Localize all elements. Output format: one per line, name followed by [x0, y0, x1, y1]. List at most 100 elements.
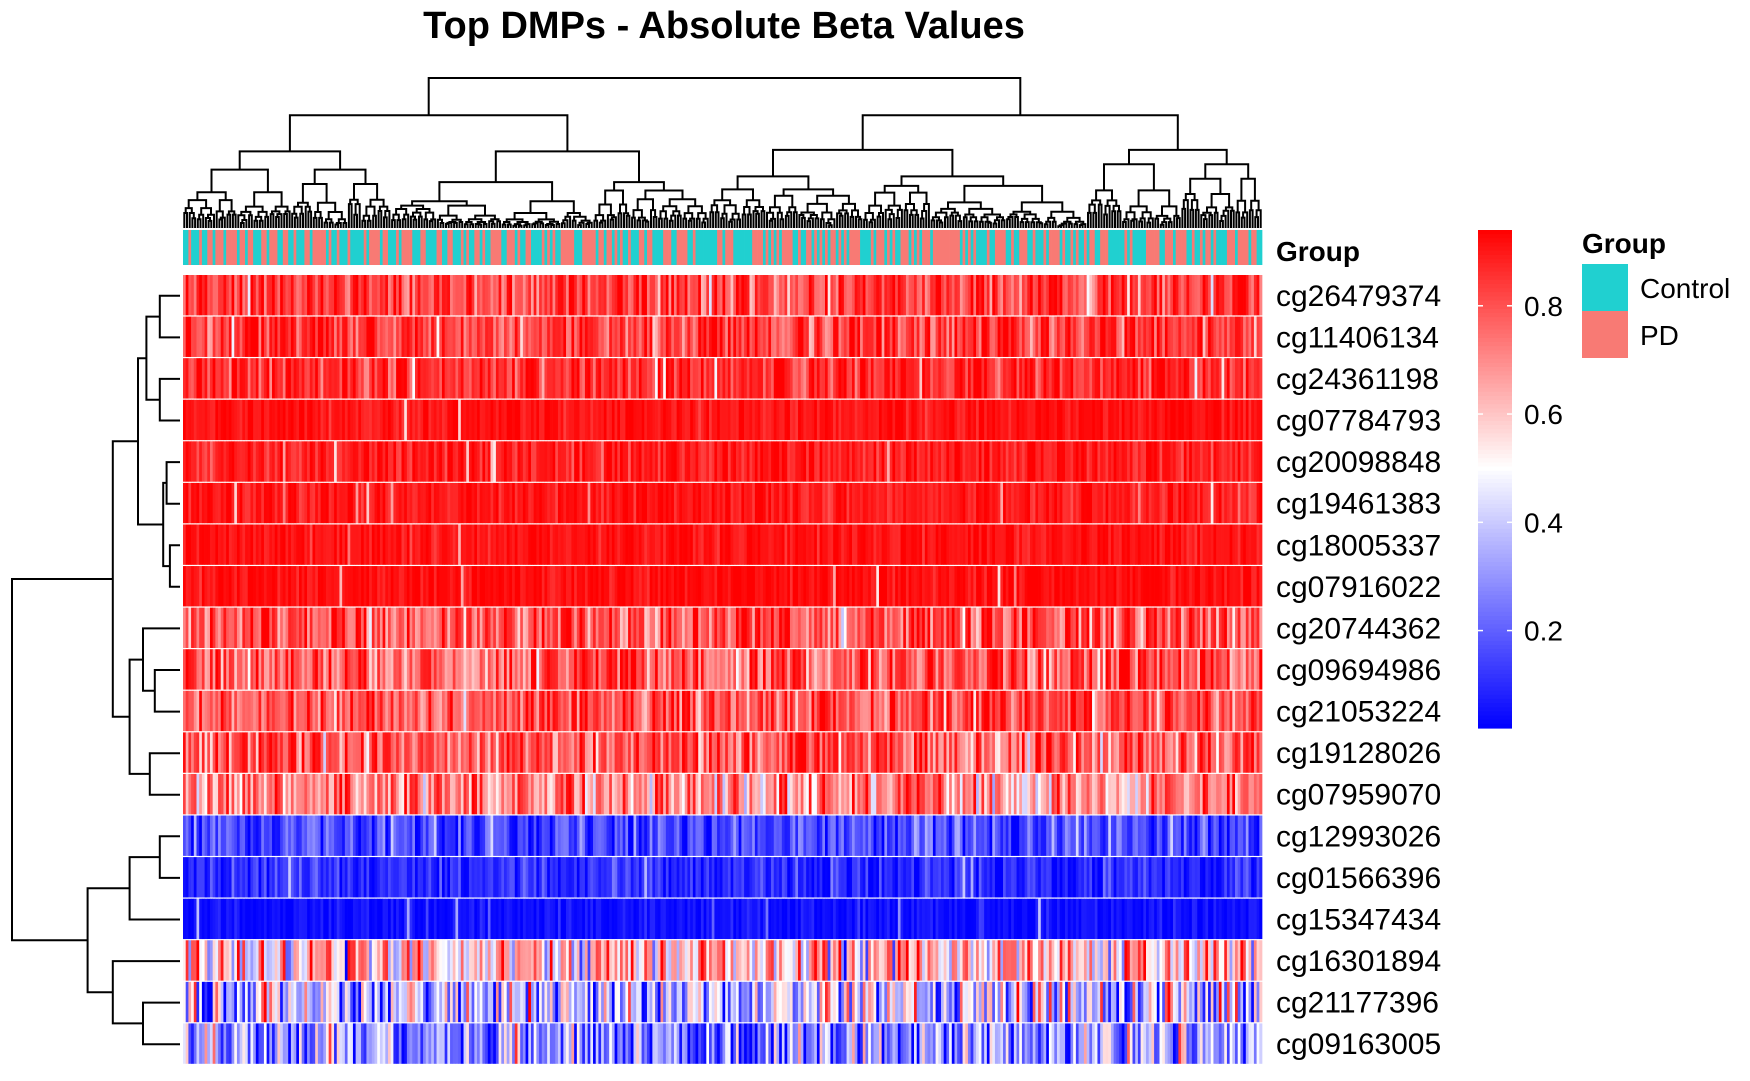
heatmap-cell: [514, 690, 518, 732]
annotation-cell-control: [660, 230, 664, 265]
heatmap-cell: [444, 649, 448, 690]
heatmap-cell: [868, 566, 872, 607]
heatmap-cell: [193, 482, 197, 524]
heatmap-cell: [366, 275, 370, 316]
annotation-cell-control: [479, 230, 483, 265]
heatmap-cell: [959, 316, 963, 357]
heatmap-cell: [258, 566, 262, 607]
heatmap-cell: [919, 566, 923, 607]
column-dendrogram-branch: [931, 216, 940, 221]
heatmap-cell: [1094, 275, 1098, 316]
heatmap-cell: [1081, 482, 1085, 524]
heatmap-cell: [1259, 358, 1263, 399]
heatmap-cell: [1248, 275, 1252, 316]
heatmap-cell: [757, 399, 761, 441]
heatmap-cell: [1248, 482, 1252, 524]
heatmap-cell: [781, 524, 785, 565]
heatmap-cell: [959, 482, 963, 524]
column-dendrogram-branch: [439, 222, 445, 228]
heatmap-cell: [657, 358, 661, 399]
heatmap-cell: [919, 482, 923, 524]
heatmap-cell: [1202, 649, 1206, 690]
heatmap-cell: [1135, 441, 1139, 482]
heatmap-cell: [1124, 649, 1128, 690]
heatmap-cell: [687, 316, 691, 357]
heatmap-cell: [692, 358, 696, 399]
heatmap-cell: [520, 607, 524, 649]
heatmap-cell: [630, 649, 634, 690]
heatmap-cell: [636, 358, 640, 399]
heatmap-cell: [652, 482, 656, 524]
heatmap-cell: [525, 275, 529, 316]
heatmap-cell: [1178, 399, 1182, 441]
heatmap-cell: [522, 316, 526, 357]
heatmap-cell: [1119, 275, 1123, 316]
heatmap-cell: [1032, 316, 1036, 357]
heatmap-cell: [390, 524, 394, 565]
heatmap-cell: [1021, 649, 1025, 690]
heatmap-cell: [622, 358, 626, 399]
heatmap-cell: [1232, 524, 1236, 565]
heatmap-cell: [781, 441, 785, 482]
heatmap-cell: [1054, 358, 1058, 399]
heatmap-cell: [673, 399, 677, 441]
heatmap-cell: [301, 441, 305, 482]
heatmap-cell: [1003, 358, 1007, 399]
heatmap-cell: [228, 399, 232, 441]
heatmap-cell: [957, 358, 961, 399]
heatmap-cell: [304, 649, 308, 690]
heatmap-cell: [930, 399, 934, 441]
heatmap-cell: [1259, 482, 1263, 524]
heatmap-cell: [719, 566, 723, 607]
heatmap-cell: [557, 649, 561, 690]
heatmap-cell: [568, 482, 572, 524]
heatmap-cell: [976, 441, 980, 482]
heatmap-cell: [609, 316, 613, 357]
annotation-cell-control: [501, 230, 505, 265]
heatmap-cell: [1146, 524, 1150, 565]
heatmap-cell: [730, 482, 734, 524]
heatmap-cell: [976, 316, 980, 357]
heatmap-cell: [1191, 649, 1195, 690]
heatmap-cell: [414, 482, 419, 524]
heatmap-cell: [236, 566, 240, 607]
heatmap-cell: [371, 482, 375, 524]
heatmap-cell: [878, 566, 882, 607]
heatmap-cell: [676, 649, 680, 690]
heatmap-cell: [477, 524, 481, 565]
column-dendrogram-branch: [1068, 222, 1073, 228]
heatmap-cell: [398, 275, 402, 316]
heatmap-cell: [719, 399, 723, 441]
heatmap-cell: [1226, 607, 1230, 649]
heatmap-cell: [466, 566, 470, 607]
heatmap-cell: [765, 275, 769, 316]
annotation-cell-control: [1186, 230, 1190, 265]
heatmap-cell: [887, 441, 891, 482]
heatmap-cell: [746, 358, 750, 399]
heatmap-cell: [1178, 316, 1182, 357]
heatmap-cell: [1046, 566, 1050, 607]
column-dendrogram-branch: [383, 216, 388, 228]
heatmap-cell: [423, 566, 427, 607]
heatmap-cell: [247, 358, 251, 399]
heatmap-cell: [1197, 524, 1201, 565]
heatmap-cell: [814, 524, 818, 565]
heatmap-cell: [406, 399, 410, 441]
heatmap-cell: [280, 690, 284, 732]
annotation-cell-control: [393, 230, 397, 265]
heatmap-cell: [762, 482, 767, 524]
heatmap-cell: [468, 566, 472, 607]
heatmap-cell: [431, 441, 435, 482]
heatmap-cell: [1237, 399, 1241, 441]
heatmap-cell: [762, 524, 767, 565]
heatmap-cell: [943, 275, 947, 316]
heatmap-cell: [1172, 399, 1177, 441]
heatmap-cell: [1121, 275, 1125, 316]
annotation-cell-control: [965, 230, 969, 265]
heatmap-cell: [1100, 649, 1104, 690]
heatmap-cell: [533, 275, 537, 316]
heatmap-cell: [706, 607, 710, 649]
heatmap-cell: [433, 524, 437, 565]
heatmap-cell: [463, 358, 467, 399]
heatmap-cell: [746, 441, 750, 482]
